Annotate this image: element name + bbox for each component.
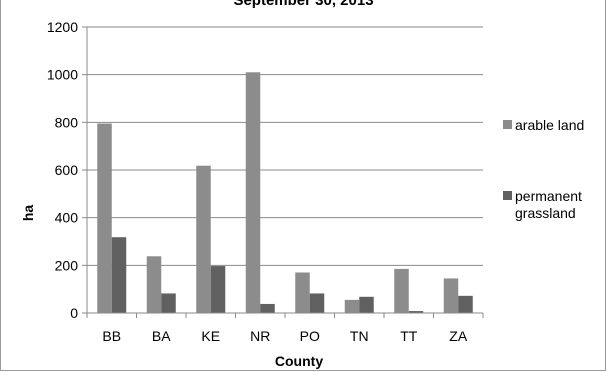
bar-ba-permanent-grassland <box>161 293 176 313</box>
x-axis-ticks: BB BA KE NR PO TN TT ZA <box>86 313 484 344</box>
x-tick-label: KE <box>201 328 220 344</box>
y-tick-label: 1200 <box>47 19 78 35</box>
bar-po-permanent-grassland <box>309 293 325 313</box>
bars <box>97 72 473 314</box>
x-tick-label: BB <box>102 328 121 344</box>
y-tick-label: 800 <box>55 114 79 130</box>
legend-label: permanent grassland <box>515 188 582 221</box>
bar-tn-arable-land <box>344 299 360 313</box>
chart-title: September 30, 2013 <box>233 0 374 9</box>
y-tick-label: 400 <box>55 210 79 226</box>
bar-tn-permanent-grassland <box>359 296 374 313</box>
bar-nr-arable-land <box>245 72 261 314</box>
bar-bb-arable-land <box>97 123 112 314</box>
legend: arable land permanent grassland <box>503 117 584 221</box>
axes <box>86 27 483 314</box>
x-tick-label: NR <box>250 328 270 344</box>
bar-nr-permanent-grassland <box>260 303 275 313</box>
legend-label: arable land <box>515 117 584 133</box>
x-tick-label: BA <box>152 328 171 344</box>
bar-ke-permanent-grassland <box>210 266 226 313</box>
y-axis-label: ha <box>20 205 36 222</box>
bar-tt-permanent-grassland <box>408 311 424 313</box>
x-tick-label: TT <box>400 328 418 344</box>
bar-ke-arable-land <box>196 165 211 313</box>
y-tick-label: 1000 <box>47 67 78 83</box>
bar-bb-permanent-grassland <box>111 237 127 313</box>
x-tick-label: ZA <box>449 328 468 344</box>
bar-tt-arable-land <box>394 268 409 313</box>
gridlines <box>87 26 483 266</box>
bar-ba-arable-land <box>146 256 162 313</box>
legend-swatch <box>503 191 512 200</box>
x-tick-label: TN <box>350 328 369 344</box>
x-axis-label: County <box>275 353 323 369</box>
bar-po-arable-land <box>295 272 310 313</box>
y-axis-ticks: 0 200 400 600 800 1000 1200 <box>47 19 87 321</box>
bar-za-arable-land <box>443 278 459 313</box>
y-tick-label: 200 <box>55 257 79 273</box>
y-tick-label: 0 <box>70 305 78 321</box>
bar-za-permanent-grassland <box>458 295 473 313</box>
x-tick-label: PO <box>300 328 320 344</box>
legend-swatch <box>503 120 512 129</box>
y-tick-label: 600 <box>55 162 79 178</box>
